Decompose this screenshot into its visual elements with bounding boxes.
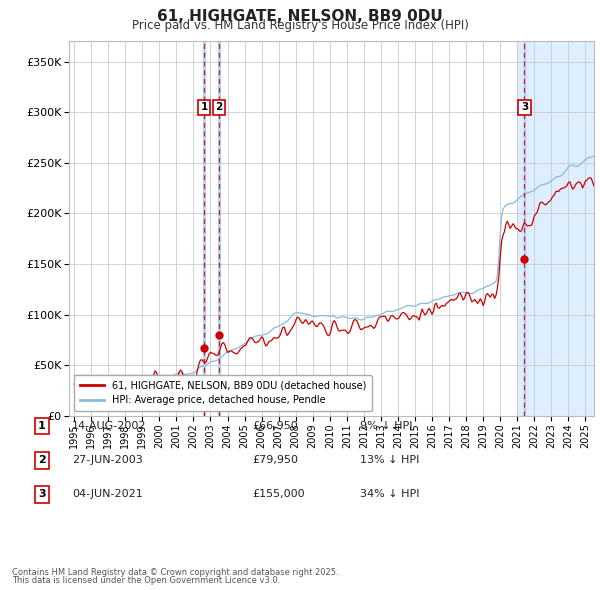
Text: 2: 2	[38, 455, 46, 465]
Text: 61, HIGHGATE, NELSON, BB9 0DU: 61, HIGHGATE, NELSON, BB9 0DU	[157, 9, 443, 24]
Text: £66,950: £66,950	[252, 421, 298, 431]
Legend: 61, HIGHGATE, NELSON, BB9 0DU (detached house), HPI: Average price, detached hou: 61, HIGHGATE, NELSON, BB9 0DU (detached …	[74, 375, 372, 411]
Text: £155,000: £155,000	[252, 490, 305, 499]
Bar	[203, 41, 205, 416]
Text: This data is licensed under the Open Government Licence v3.0.: This data is licensed under the Open Gov…	[12, 576, 280, 585]
Text: 3: 3	[521, 102, 528, 112]
Text: Price paid vs. HM Land Registry's House Price Index (HPI): Price paid vs. HM Land Registry's House …	[131, 19, 469, 32]
Text: 1: 1	[38, 421, 46, 431]
Text: 2: 2	[215, 102, 223, 112]
Text: 04-JUN-2021: 04-JUN-2021	[72, 490, 143, 499]
Text: 14-AUG-2002: 14-AUG-2002	[72, 421, 146, 431]
Text: £79,950: £79,950	[252, 455, 298, 465]
Text: 3: 3	[38, 490, 46, 499]
Bar	[218, 41, 220, 416]
Text: 34% ↓ HPI: 34% ↓ HPI	[360, 490, 419, 499]
Bar	[517, 41, 600, 416]
Bar	[524, 41, 526, 416]
Text: 13% ↓ HPI: 13% ↓ HPI	[360, 455, 419, 465]
Text: 1: 1	[200, 102, 208, 112]
Text: 9% ↓ HPI: 9% ↓ HPI	[360, 421, 413, 431]
Text: 27-JUN-2003: 27-JUN-2003	[72, 455, 143, 465]
Text: Contains HM Land Registry data © Crown copyright and database right 2025.: Contains HM Land Registry data © Crown c…	[12, 568, 338, 577]
